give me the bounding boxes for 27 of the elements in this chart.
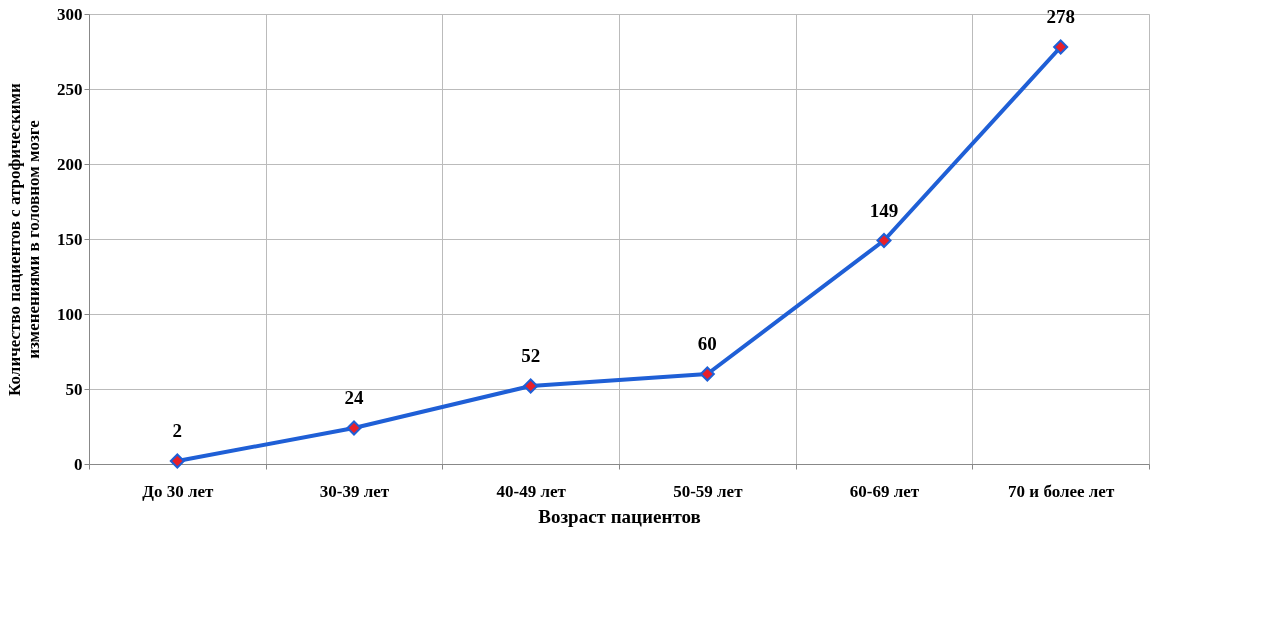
point [1053,39,1069,55]
x-tick-label: 60-69 лет [849,481,920,501]
y-axis-title: Количество пациентов с атрофическими изменениями в головном мозге [5,82,43,396]
y-tick-label: 200 [57,154,83,174]
y-tick-label: 150 [57,229,83,249]
data-label: 24 [344,387,364,408]
data-label: 2 [172,420,183,441]
point [876,232,892,249]
data-label: 149 [869,199,899,221]
x-tick-label: До 30 лет [142,481,215,501]
point [523,378,539,394]
y-tick-label: 300 [57,4,83,24]
x-tick-label: 40-49 лет [496,481,567,501]
point [169,453,185,469]
data-label: 278 [1046,6,1075,27]
data-label: 60 [697,333,717,354]
point [346,420,362,436]
point [699,366,715,382]
y-tick-label: 50 [65,379,83,399]
data-label: 52 [521,345,541,366]
x-axis-title: Возраст пациентов [538,505,701,527]
x-tick-label: 70 и более лет [1008,481,1115,501]
y-tick-label: 100 [57,304,83,324]
x-tick-label: 50-59 лет [673,481,744,501]
x-tick-label: 30-39 лет [319,481,390,501]
y-tick-label: 0 [74,454,83,474]
y-tick-label: 250 [57,79,83,99]
